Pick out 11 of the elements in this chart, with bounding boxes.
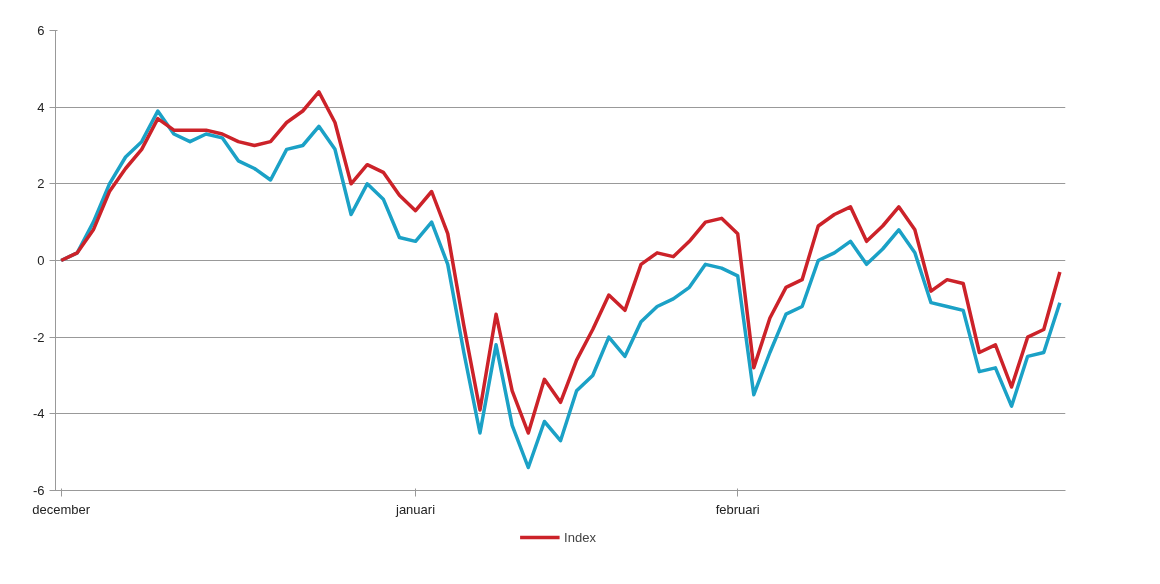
- x-tick-label: januari: [395, 501, 436, 517]
- y-tick-label: 4: [37, 99, 45, 115]
- y-tick-label: -6: [32, 483, 45, 498]
- x-tick-label: december: [32, 501, 91, 517]
- y-tick-label: 2: [37, 176, 45, 192]
- y-tick-label: -4: [32, 406, 45, 422]
- x-tick-label: februari: [715, 501, 760, 517]
- legend-label: Index: [564, 529, 596, 545]
- y-tick-label: -2: [32, 329, 45, 345]
- y-tick-label: 0: [37, 253, 45, 268]
- y-tick-label: 6: [37, 23, 45, 38]
